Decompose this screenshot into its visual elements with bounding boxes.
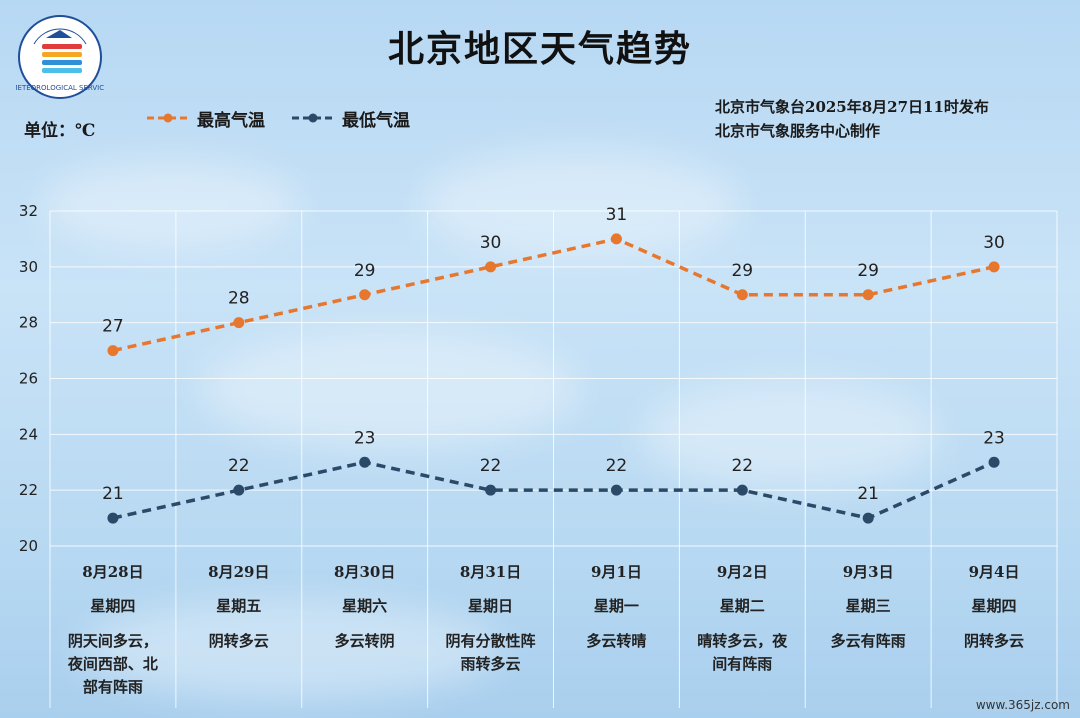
issuer-line-1: 北京市气象台2025年8月27日11时发布	[715, 98, 989, 116]
high-temp-point	[862, 289, 874, 301]
issuer-line-2: 北京市气象服务中心制作	[715, 122, 881, 140]
high-temp-line	[112, 237, 995, 353]
page-title: 北京地区天气趋势	[387, 28, 692, 70]
low-temp-data-label: 21	[102, 484, 124, 504]
high-temp-point	[107, 345, 119, 357]
legend-low-temp: 最低气温	[290, 106, 410, 131]
y-tick-label: 28	[19, 314, 38, 332]
watermark: www.365jz.com	[975, 698, 1070, 712]
date-label: 8月29日	[208, 563, 269, 581]
low-temp-point	[988, 456, 1000, 468]
high-temp-point	[610, 233, 622, 245]
date-label: 9月1日	[591, 563, 642, 581]
weekday-label: 星期四	[972, 597, 1017, 615]
high-temp-data-label: 27	[102, 317, 124, 337]
low-temp-data-label: 21	[857, 484, 879, 504]
legend-high-temp: 最高气温	[145, 106, 265, 131]
y-tick-label: 30	[19, 258, 38, 276]
y-tick-label: 32	[19, 202, 38, 220]
legend-high-swatch	[147, 113, 189, 123]
low-temp-point	[736, 484, 748, 496]
date-label: 9月2日	[717, 563, 768, 581]
low-temp-data-label: 23	[354, 428, 376, 448]
weekday-label: 星期一	[594, 597, 639, 615]
high-temp-point	[988, 261, 1000, 273]
high-temp-point	[233, 317, 245, 329]
weather-text: 阴天间多云，	[68, 632, 158, 650]
low-temp-line	[112, 460, 995, 520]
high-temp-point	[485, 261, 497, 273]
date-label: 8月30日	[334, 563, 395, 581]
date-label: 8月31日	[460, 563, 521, 581]
low-temp-point	[862, 512, 874, 524]
weather-text: 间有阵雨	[712, 655, 772, 673]
low-temp-data-label: 22	[606, 456, 628, 476]
weather-text: 多云转阴	[335, 632, 395, 650]
legend-high-label: 最高气温	[197, 110, 265, 131]
high-temp-data-label: 28	[228, 289, 250, 309]
weather-text: 雨转多云	[461, 655, 521, 673]
high-temp-data-label: 30	[480, 233, 502, 253]
weekday-label: 星期四	[90, 597, 135, 615]
low-temp-point	[233, 484, 245, 496]
high-temp-data-label: 31	[606, 205, 628, 225]
weather-text: 多云有阵雨	[831, 632, 906, 650]
date-label: 9月4日	[969, 563, 1020, 581]
weekday-label: 星期三	[846, 597, 891, 615]
high-temp-data-label: 29	[731, 261, 753, 281]
high-temp-point	[359, 289, 371, 301]
weekday-label: 星期六	[342, 597, 387, 615]
weather-text: 晴转多云，夜	[697, 632, 788, 650]
logo-text: METEOROLOGICAL SERVICE	[16, 84, 104, 92]
weather-text: 阴有分散性阵	[446, 632, 536, 650]
meteorological-service-logo: METEOROLOGICAL SERVICE	[16, 15, 104, 99]
weather-text: 多云转晴	[586, 632, 646, 650]
low-temp-point	[107, 512, 119, 524]
y-tick-label: 20	[19, 537, 38, 555]
low-temp-point	[610, 484, 622, 496]
weather-text: 阴转多云	[209, 632, 269, 650]
weather-text: 部有阵雨	[83, 678, 143, 696]
low-temp-point	[485, 484, 497, 496]
high-temp-data-label: 30	[983, 233, 1005, 253]
y-tick-label: 26	[19, 370, 38, 388]
low-temp-data-label: 22	[228, 456, 250, 476]
high-temp-point	[736, 289, 748, 301]
date-label: 9月3日	[843, 563, 894, 581]
low-temp-data-label: 23	[983, 428, 1005, 448]
legend-low-label: 最低气温	[342, 110, 410, 131]
weather-text: 阴转多云	[964, 632, 1024, 650]
y-tick-label: 24	[19, 425, 38, 443]
low-temp-data-label: 22	[480, 456, 502, 476]
date-label: 8月28日	[82, 563, 143, 581]
unit-label: 单位：℃	[24, 121, 96, 141]
weekday-label: 星期日	[468, 597, 513, 615]
low-temp-point	[359, 456, 371, 468]
weather-text: 夜间西部、北	[67, 655, 158, 673]
weekday-label: 星期五	[216, 597, 261, 615]
low-temp-data-label: 22	[731, 456, 753, 476]
weekday-label: 星期二	[720, 597, 765, 615]
high-temp-data-label: 29	[857, 261, 879, 281]
y-tick-label: 22	[19, 481, 38, 499]
legend-low-swatch	[292, 113, 334, 123]
high-temp-data-label: 29	[354, 261, 376, 281]
